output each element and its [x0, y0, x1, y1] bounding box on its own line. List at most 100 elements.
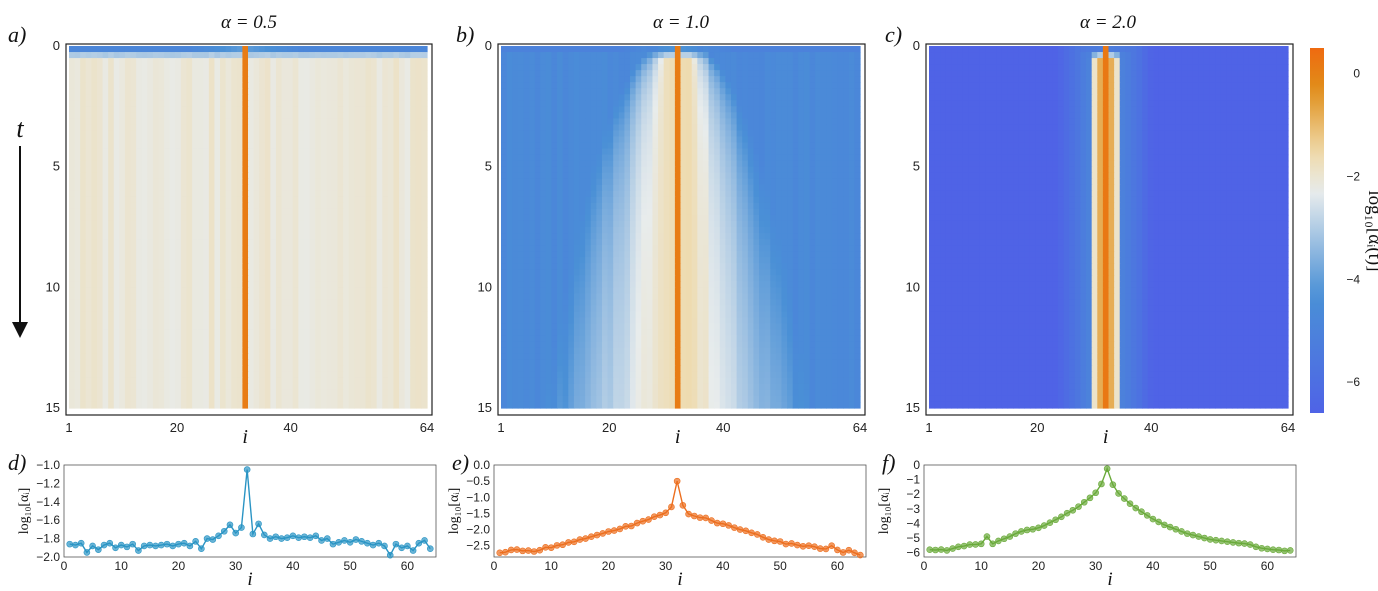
heatmap-cell: [376, 365, 383, 373]
heatmap-cell: [192, 383, 199, 391]
heatmap-cell: [236, 106, 244, 113]
heatmap-cell: [326, 281, 333, 288]
heatmap-cell: [102, 371, 109, 379]
heatmap-cell: [747, 118, 755, 126]
heatmap-cell: [376, 269, 383, 276]
heatmap-cell: [725, 94, 732, 101]
heatmap-cell: [410, 94, 417, 101]
heatmap-cell: [382, 124, 389, 132]
heatmap-cell: [164, 94, 171, 101]
heatmap-cell: [764, 52, 771, 59]
heatmap-cell: [343, 323, 350, 331]
heatmap-cell: [192, 160, 199, 168]
heatmap-cell: [376, 263, 383, 270]
heatmap-cell: [180, 130, 188, 138]
heatmap-cell: [119, 377, 126, 385]
heatmap-cell: [152, 335, 160, 343]
heatmap-cell: [281, 281, 288, 288]
heatmap-cell: [80, 335, 87, 343]
heatmap-cell: [253, 293, 260, 300]
heatmap-cell: [96, 64, 104, 71]
heatmap-cell: [359, 94, 367, 101]
heatmap-cell: [231, 311, 238, 319]
heatmap-cell: [136, 130, 143, 138]
heatmap-cell: [753, 118, 760, 126]
heatmap-cell: [512, 124, 519, 132]
heatmap-cell: [85, 118, 92, 126]
heatmap-cell: [270, 281, 277, 288]
heatmap-cell: [169, 178, 176, 186]
heatmap-cell: [730, 70, 738, 77]
heatmap-cell: [343, 52, 350, 59]
heatmap-cell: [85, 395, 92, 403]
heatmap-cell: [421, 196, 428, 204]
heatmap-cell: [820, 46, 827, 53]
heatmap-cell: [164, 257, 171, 264]
heatmap-cell: [275, 82, 283, 89]
heatmap-cell: [275, 124, 283, 132]
heatmap-cell: [231, 299, 238, 307]
heatmap-cell: [225, 70, 232, 77]
heatmap-cell: [231, 196, 238, 204]
heatmap-cell: [113, 52, 120, 59]
heatmap-cell: [399, 365, 406, 373]
heatmap-cell: [108, 172, 115, 180]
heatmap-cell: [337, 64, 344, 71]
heatmap-cell: [197, 124, 204, 132]
heatmap-cell: [197, 287, 204, 294]
heatmap-cell: [281, 317, 288, 325]
heatmap-cell: [287, 257, 294, 264]
heatmap-cell: [158, 311, 165, 319]
heatmap-cell: [158, 190, 165, 198]
heatmap-cell: [410, 172, 417, 180]
heatmap-cell: [248, 190, 255, 198]
heatmap-cell: [523, 130, 530, 138]
heatmap-cell: [343, 239, 350, 246]
heatmap-cell: [331, 202, 339, 210]
heatmap-cell: [248, 148, 255, 156]
heatmap-cell: [708, 106, 715, 113]
heatmap-cell: [803, 124, 811, 132]
heatmap-cell: [382, 377, 389, 385]
heatmap-cell: [415, 257, 423, 264]
heatmap-cell: [843, 142, 850, 150]
heatmap-cell: [303, 359, 311, 367]
heatmap-cell: [607, 130, 614, 138]
heatmap-cell: [180, 160, 188, 168]
heatmap-cell: [69, 52, 76, 59]
heatmap-cell: [214, 100, 221, 107]
heatmap-cell: [119, 317, 126, 325]
heatmap-cell: [714, 46, 721, 53]
heatmap-cell: [152, 148, 160, 156]
heatmap-cell: [164, 293, 171, 300]
heatmap-cell: [113, 233, 120, 240]
heatmap-cell: [399, 112, 406, 119]
heatmap-cell: [641, 76, 648, 83]
heatmap-cell: [359, 341, 367, 349]
heatmap-cell: [147, 166, 154, 174]
heatmap-cell: [831, 94, 839, 101]
heatmap-cell: [130, 311, 137, 319]
heatmap-cell: [197, 88, 204, 95]
heatmap-cell: [309, 160, 316, 168]
heatmap-cell: [74, 395, 81, 403]
heatmap-cell: [359, 395, 367, 403]
heatmap-cell: [287, 148, 294, 156]
heatmap-cell: [287, 329, 294, 337]
heatmap-cell: [287, 347, 294, 355]
heatmap-cell: [725, 136, 732, 144]
heatmap-cell: [158, 317, 165, 325]
heatmap-cell: [320, 293, 327, 300]
heatmap-cell: [152, 263, 160, 270]
heatmap-cell: [421, 106, 428, 113]
heatmap-cell: [136, 353, 143, 361]
heatmap-cell: [253, 124, 260, 132]
heatmap-cell: [303, 395, 311, 403]
heatmap-cell: [80, 118, 87, 126]
heatmap-cell: [292, 136, 299, 144]
heatmap-cell: [601, 70, 609, 77]
heatmap-cell: [158, 293, 165, 300]
heatmap-cell: [108, 160, 115, 168]
heatmap-cell: [837, 136, 844, 144]
heatmap-cell: [275, 233, 283, 240]
